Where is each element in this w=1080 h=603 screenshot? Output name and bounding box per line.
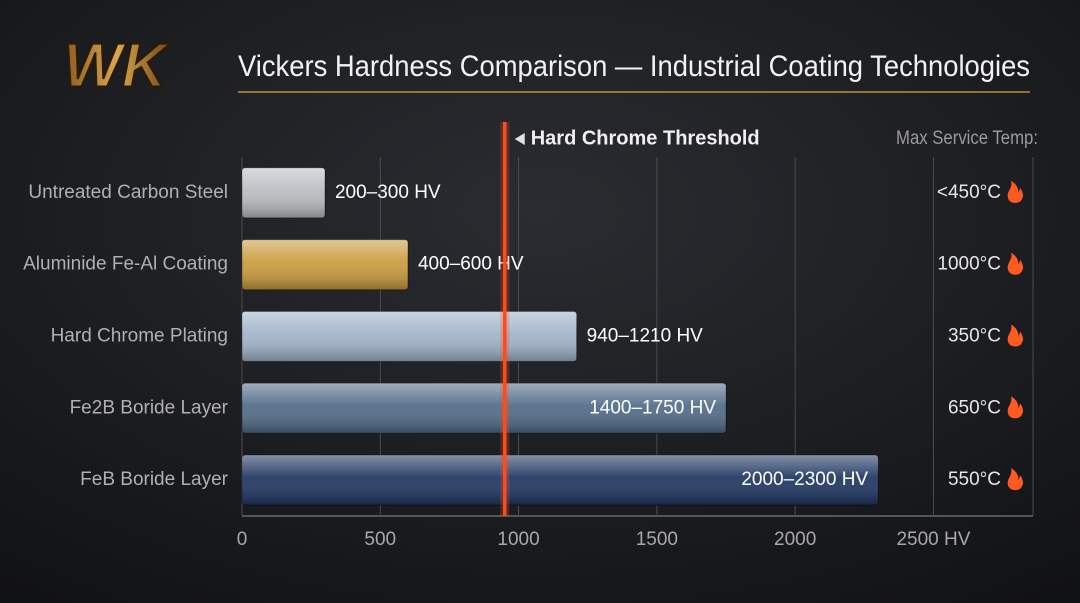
temp-label: 650°C xyxy=(948,397,1001,418)
temp-label: <450°C xyxy=(937,182,1001,203)
plot-area: 0 500 1000 1500 2000 2500 HV Untreated Carbon … xyxy=(23,122,1034,550)
bar-gloss xyxy=(242,455,879,506)
value-label: 1400–1750 HV xyxy=(589,397,716,418)
y-tick-label: Untreated Carbon Steel xyxy=(28,182,228,203)
flame-icon xyxy=(1007,324,1024,347)
value-label: 940–1210 HV xyxy=(587,326,704,347)
temp-label: 550°C xyxy=(948,469,1001,490)
y-tick-label: Fe2B Boride Layer xyxy=(70,397,229,418)
bar-gloss xyxy=(242,239,408,290)
x-tick-label: 500 xyxy=(364,529,396,550)
bar-gloss xyxy=(242,311,577,362)
value-label: 2000–2300 HV xyxy=(741,469,868,490)
temp-label: 1000°C xyxy=(937,254,1001,275)
x-tick-label: 0 xyxy=(237,529,248,550)
temp-header: Max Service Temp: xyxy=(896,128,1038,149)
y-tick-label: FeB Boride Layer xyxy=(80,469,229,490)
flame-icon xyxy=(1007,180,1024,203)
flame-icon xyxy=(1007,252,1024,275)
y-tick-label: Hard Chrome Plating xyxy=(51,326,228,347)
chart-title: Vickers Hardness Comparison — Industrial… xyxy=(238,50,1030,83)
x-tick-label: 2000 xyxy=(774,529,816,550)
x-tick-label: 1500 xyxy=(636,529,678,550)
flame-icon xyxy=(1007,468,1024,491)
threshold-label: Hard Chrome Threshold xyxy=(531,127,760,149)
x-tick-label: 2500 HV xyxy=(896,529,970,550)
flame-icon xyxy=(1007,396,1024,419)
bar-gloss xyxy=(242,167,325,218)
value-label: 400–600 HV xyxy=(418,254,524,275)
x-tick-label: 1000 xyxy=(497,529,539,550)
value-label: 200–300 HV xyxy=(335,182,441,203)
bar-gloss xyxy=(242,383,727,434)
temp-label: 350°C xyxy=(948,326,1001,347)
logo: WK xyxy=(63,31,171,100)
y-tick-label: Aluminide Fe-Al Coating xyxy=(23,254,228,275)
threshold-arrow xyxy=(514,133,525,145)
